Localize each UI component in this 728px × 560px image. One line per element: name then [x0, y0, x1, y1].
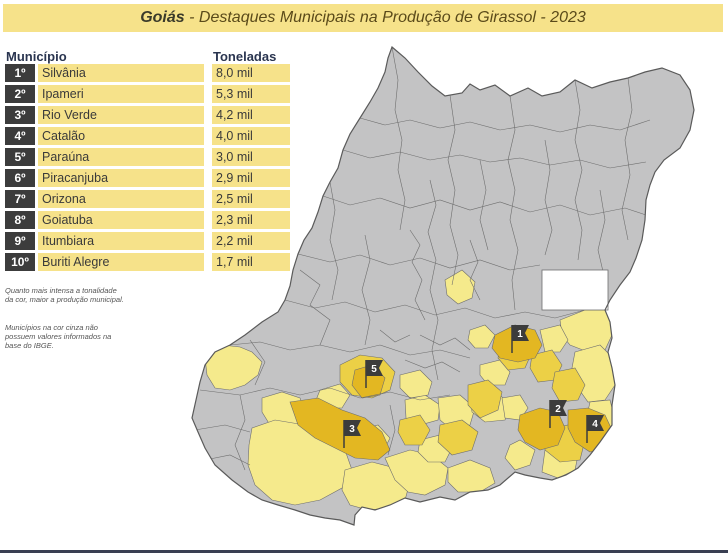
- rank-badge: 1º: [5, 64, 35, 82]
- rank-flags: 1 2 3 4 5: [343, 325, 604, 448]
- rank-flag: 5: [365, 360, 383, 388]
- rank-badge: 3º: [5, 106, 35, 124]
- rank-flag-label: 4: [592, 419, 598, 430]
- title-rest: - Destaques Municipais na Produção de Gi…: [184, 9, 586, 26]
- rank-badge: 5º: [5, 148, 35, 166]
- rank-flag: 2: [549, 400, 567, 428]
- title-state: Goiás: [140, 9, 185, 26]
- production-value: 1,7 mil: [212, 253, 290, 271]
- production-value: 2,3 mil: [212, 211, 290, 229]
- rank-flag: 4: [586, 415, 604, 443]
- rank-badge: 6º: [5, 169, 35, 187]
- note-gray: Municípios na cor cinza não possuem valo…: [5, 323, 112, 350]
- municipality-light: [204, 344, 263, 391]
- rank-flag-label: 5: [371, 364, 377, 375]
- municipality-light: [539, 324, 569, 353]
- municipality-medium: [551, 367, 586, 403]
- rank-flag-label: 3: [349, 424, 355, 435]
- distrito-federal: [541, 269, 609, 311]
- municipal-borders: [194, 47, 651, 471]
- municipality-name: Goiatuba: [38, 211, 204, 229]
- production-value: 2,5 mil: [212, 190, 290, 208]
- rank-badge: 4º: [5, 127, 35, 145]
- rank-badge: 9º: [5, 232, 35, 250]
- bottom-rule: [0, 550, 728, 553]
- header-toneladas: Toneladas: [213, 49, 277, 64]
- rank-flag: 1: [511, 325, 529, 353]
- municipality-rio-verde: [289, 397, 391, 461]
- municipality-light: [444, 269, 476, 305]
- production-value: 2,9 mil: [212, 169, 290, 187]
- municipality-light: [467, 324, 496, 349]
- municipality-light: [399, 369, 433, 399]
- municipality-name: Itumbiara: [38, 232, 204, 250]
- rank-flag-label: 1: [517, 329, 523, 340]
- municipality-medium: [467, 379, 503, 419]
- note-intensity: Quanto mais intensa a tonalidade da cor,…: [5, 286, 124, 304]
- production-value: 3,0 mil: [212, 148, 290, 166]
- rank-badge: 7º: [5, 190, 35, 208]
- municipality-ipameri: [517, 407, 566, 451]
- municipality-name: Ipameri: [38, 85, 204, 103]
- header-municipio: Município: [6, 49, 67, 64]
- municipality-light: [504, 439, 536, 471]
- map-title: Goiás - Destaques Municipais na Produção…: [3, 4, 723, 32]
- municipality-name: Orizona: [38, 190, 204, 208]
- municipality-medium: [437, 419, 479, 456]
- municipality-name: Piracanjuba: [38, 169, 204, 187]
- production-value: 5,3 mil: [212, 85, 290, 103]
- municipality-light: [437, 394, 476, 431]
- rank-flag-label: 2: [555, 404, 561, 415]
- production-value: 2,2 mil: [212, 232, 290, 250]
- municipality-light: [447, 459, 496, 493]
- rank-badge: 10º: [5, 253, 35, 271]
- production-value: 8,0 mil: [212, 64, 290, 82]
- production-value: 4,2 mil: [212, 106, 290, 124]
- municipality-name: Silvânia: [38, 64, 204, 82]
- rank-badge: 8º: [5, 211, 35, 229]
- rank-badge: 2º: [5, 85, 35, 103]
- production-value: 4,0 mil: [212, 127, 290, 145]
- municipality-name: Paraúna: [38, 148, 204, 166]
- rank-flag: 3: [343, 420, 361, 448]
- municipality-name: Rio Verde: [38, 106, 204, 124]
- municipality-medium: [397, 414, 431, 446]
- municipality-name: Catalão: [38, 127, 204, 145]
- municipality-name: Buriti Alegre: [38, 253, 204, 271]
